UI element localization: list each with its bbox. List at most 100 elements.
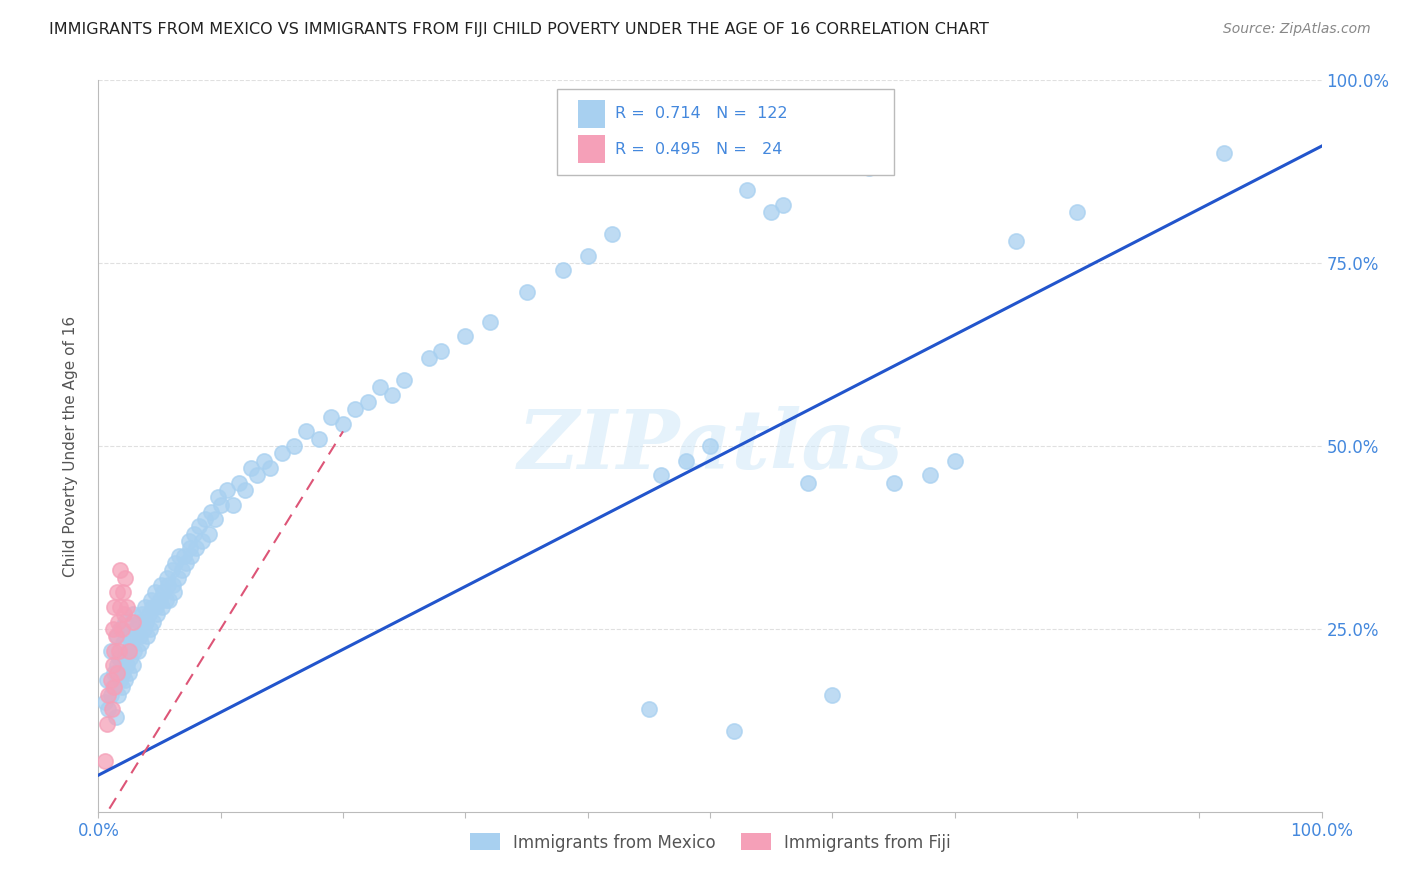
Point xyxy=(177,534,200,549)
Point xyxy=(1066,205,1088,219)
Point xyxy=(392,373,416,387)
Point xyxy=(120,636,142,650)
Point xyxy=(228,475,250,490)
Point xyxy=(103,644,125,658)
Point xyxy=(114,673,136,687)
Point xyxy=(163,585,186,599)
Point xyxy=(139,592,162,607)
Point xyxy=(145,599,167,614)
Point xyxy=(146,607,169,622)
Point xyxy=(93,695,115,709)
Point xyxy=(270,446,294,460)
Point xyxy=(283,439,305,453)
Point xyxy=(797,475,820,490)
Point xyxy=(332,417,354,431)
Point xyxy=(129,636,152,650)
Point xyxy=(143,585,166,599)
Text: Source: ZipAtlas.com: Source: ZipAtlas.com xyxy=(1223,22,1371,37)
Point xyxy=(105,658,128,673)
Point xyxy=(920,468,942,483)
Point xyxy=(100,673,122,687)
Point xyxy=(149,592,172,607)
Point xyxy=(110,673,132,687)
Point xyxy=(114,615,136,629)
Point xyxy=(418,351,440,366)
Point xyxy=(319,409,342,424)
Point xyxy=(105,629,128,643)
Point xyxy=(108,644,131,658)
Point xyxy=(209,498,232,512)
Point xyxy=(122,644,145,658)
Point xyxy=(883,475,905,490)
Point xyxy=(111,585,134,599)
Point xyxy=(180,549,202,563)
Point xyxy=(96,717,118,731)
Point xyxy=(100,644,122,658)
Point xyxy=(114,571,136,585)
Legend: Immigrants from Mexico, Immigrants from Fiji: Immigrants from Mexico, Immigrants from … xyxy=(463,827,957,858)
Point xyxy=(118,665,141,680)
Point xyxy=(105,665,128,680)
Point xyxy=(252,453,274,467)
Point xyxy=(761,205,783,219)
Point xyxy=(233,483,256,497)
Point xyxy=(478,315,501,329)
Point xyxy=(356,395,378,409)
Point xyxy=(821,688,844,702)
Point xyxy=(111,681,134,695)
Point xyxy=(150,599,173,614)
Point xyxy=(127,644,149,658)
Point xyxy=(96,673,118,687)
Point xyxy=(430,343,453,358)
Text: IMMIGRANTS FROM MEXICO VS IMMIGRANTS FROM FIJI CHILD POVERTY UNDER THE AGE OF 16: IMMIGRANTS FROM MEXICO VS IMMIGRANTS FRO… xyxy=(49,22,988,37)
Point xyxy=(110,622,132,636)
Point xyxy=(675,453,697,467)
Point xyxy=(110,599,132,614)
Point xyxy=(141,599,163,614)
Point xyxy=(110,563,132,577)
FancyBboxPatch shape xyxy=(557,89,894,176)
Point xyxy=(97,688,120,702)
Point xyxy=(1212,146,1234,161)
Point xyxy=(93,754,115,768)
Point xyxy=(124,622,146,636)
Point xyxy=(167,549,190,563)
Point xyxy=(576,249,599,263)
Point xyxy=(101,622,124,636)
Point xyxy=(149,578,172,592)
Text: R =  0.714   N =  122: R = 0.714 N = 122 xyxy=(614,106,787,121)
Point xyxy=(167,571,190,585)
Point xyxy=(454,329,477,343)
Point xyxy=(111,636,134,650)
Point xyxy=(176,556,198,570)
Point xyxy=(600,227,623,241)
Point xyxy=(120,651,142,665)
Point xyxy=(187,519,209,533)
Point xyxy=(115,599,138,614)
Point xyxy=(103,681,125,695)
Point xyxy=(131,607,153,622)
Point xyxy=(650,468,672,483)
Point xyxy=(107,688,129,702)
Point xyxy=(194,512,217,526)
Point xyxy=(204,512,226,526)
Point xyxy=(115,658,138,673)
Point xyxy=(246,468,269,483)
Point xyxy=(111,665,134,680)
Point xyxy=(139,622,162,636)
Point xyxy=(157,592,180,607)
Point xyxy=(135,615,157,629)
Point xyxy=(108,651,131,665)
Text: R =  0.495   N =   24: R = 0.495 N = 24 xyxy=(614,142,782,156)
Point xyxy=(637,702,661,716)
Point xyxy=(344,402,367,417)
Point xyxy=(134,599,156,614)
Point xyxy=(138,607,160,622)
Point xyxy=(368,380,391,394)
Bar xyxy=(578,136,605,163)
Point xyxy=(240,461,263,475)
Text: ZIPatlas: ZIPatlas xyxy=(517,406,903,486)
Point xyxy=(183,526,205,541)
Point xyxy=(132,622,155,636)
Point xyxy=(165,556,187,570)
